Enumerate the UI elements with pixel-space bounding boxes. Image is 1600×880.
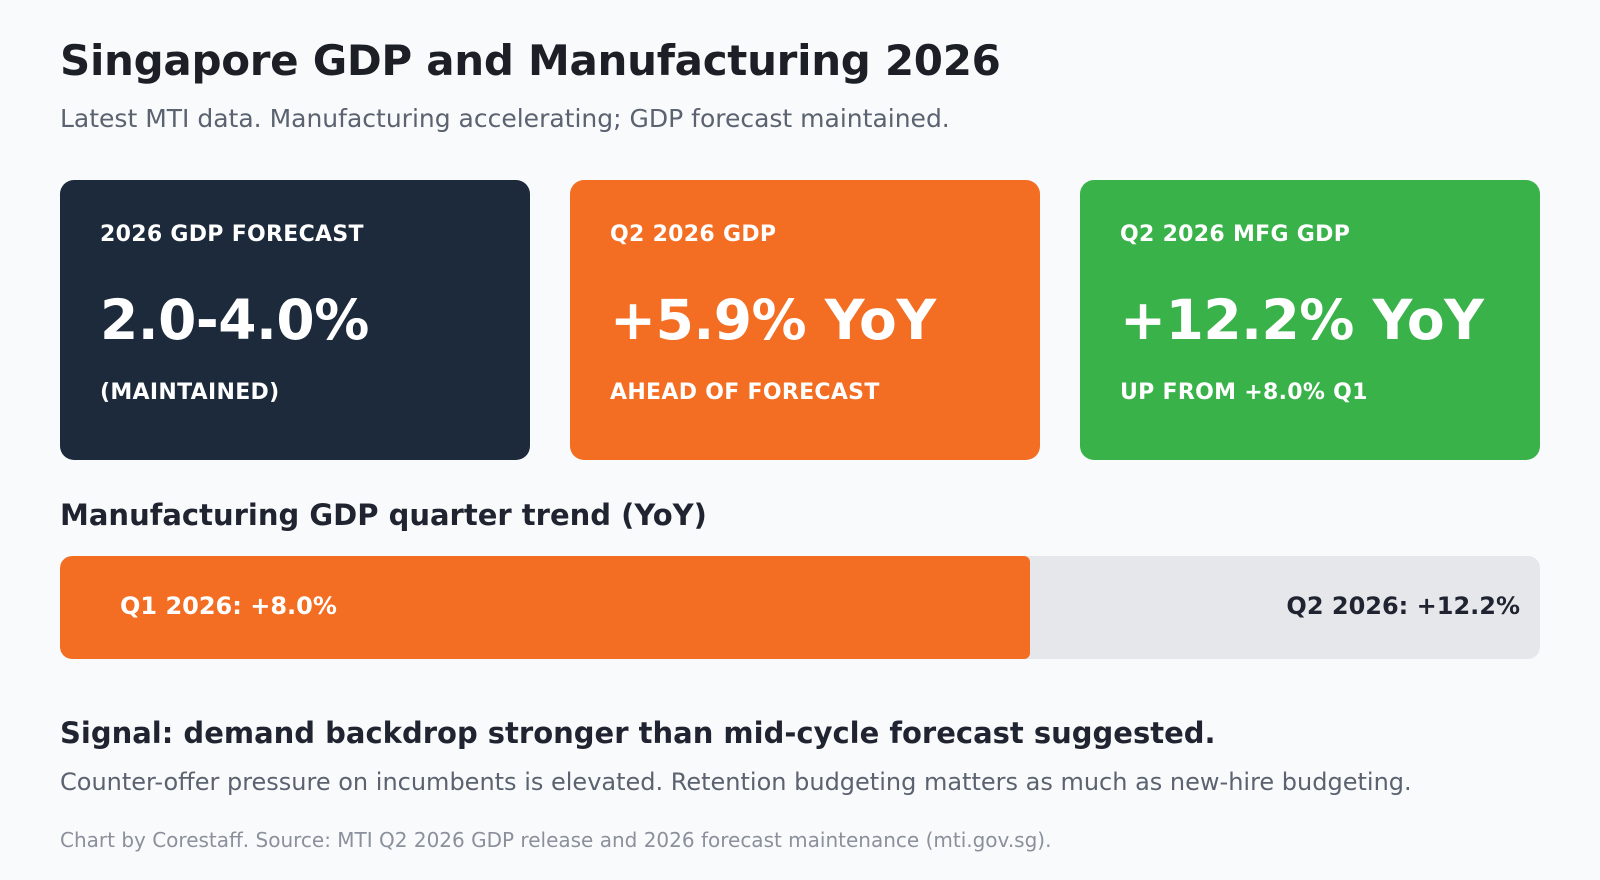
card-note: AHEAD OF FORECAST	[610, 380, 880, 405]
infographic: Singapore GDP and Manufacturing 2026 Lat…	[60, 0, 1540, 880]
card-label: Q2 2026 MFG GDP	[1120, 222, 1351, 247]
trend-title: Manufacturing GDP quarter trend (YoY)	[60, 498, 707, 532]
card-value: +5.9% YoY	[610, 288, 936, 352]
trend-q2-label: Q2 2026: +12.2%	[1286, 592, 1520, 620]
trend-q1-label: Q1 2026: +8.0%	[120, 592, 337, 620]
page-subtitle: Latest MTI data. Manufacturing accelerat…	[60, 104, 950, 133]
card-value: 2.0-4.0%	[100, 288, 369, 352]
signal-text: Counter-offer pressure on incumbents is …	[60, 768, 1412, 796]
trend-bar-track: Q1 2026: +8.0% Q2 2026: +12.2%	[60, 556, 1540, 659]
page-title: Singapore GDP and Manufacturing 2026	[60, 36, 1001, 85]
kpi-cards: 2026 GDP FORECAST 2.0-4.0% (MAINTAINED) …	[60, 180, 1540, 460]
card-label: Q2 2026 GDP	[610, 222, 777, 247]
card-q2-mfg-gdp: Q2 2026 MFG GDP +12.2% YoY UP FROM +8.0%…	[1080, 180, 1540, 460]
card-note: (MAINTAINED)	[100, 380, 280, 405]
card-label: 2026 GDP FORECAST	[100, 222, 364, 247]
trend-bar-fill-q1: Q1 2026: +8.0%	[60, 556, 1031, 659]
card-value: +12.2% YoY	[1120, 288, 1484, 352]
signal-title: Signal: demand backdrop stronger than mi…	[60, 716, 1216, 750]
card-gdp-forecast: 2026 GDP FORECAST 2.0-4.0% (MAINTAINED)	[60, 180, 530, 460]
card-q2-gdp: Q2 2026 GDP +5.9% YoY AHEAD OF FORECAST	[570, 180, 1040, 460]
card-note: UP FROM +8.0% Q1	[1120, 380, 1368, 405]
source-note: Chart by Corestaff. Source: MTI Q2 2026 …	[60, 828, 1052, 852]
